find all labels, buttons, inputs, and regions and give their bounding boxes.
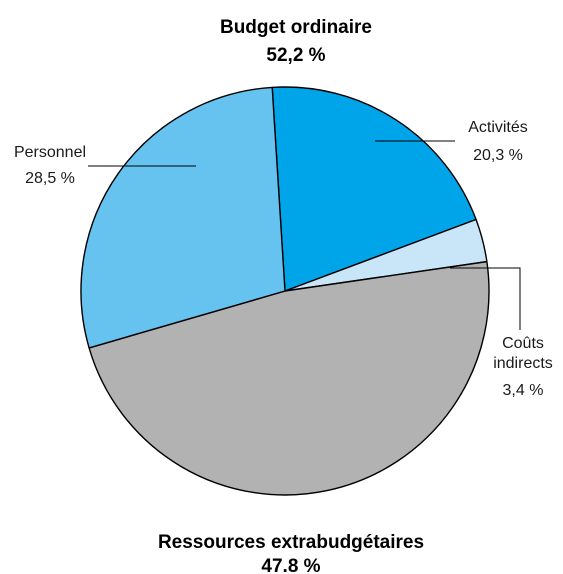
slice-label-activites: Activités xyxy=(468,119,528,136)
slice-label-couts-line1: Coûts xyxy=(502,335,544,352)
group-title-budget-ordinaire: Budget ordinaire xyxy=(220,17,372,38)
slice-value-couts: 3,4 % xyxy=(503,382,544,399)
slice-value-personnel: 28,5 % xyxy=(25,170,75,187)
group-value-budget-ordinaire: 52,2 % xyxy=(266,45,325,66)
pie-slice-activites xyxy=(271,86,477,292)
pie-slice-personnel xyxy=(80,86,286,349)
pie-slices xyxy=(80,86,490,496)
slice-value-activites: 20,3 % xyxy=(473,147,523,164)
group-title-extrabudgetaires: Ressources extrabudgétaires xyxy=(158,532,424,553)
pie-slice-extra xyxy=(88,260,490,496)
slice-label-couts-line2: indirects xyxy=(493,355,553,372)
leader-line-couts xyxy=(450,267,521,330)
slice-label-personnel: Personnel xyxy=(14,144,86,161)
group-value-extrabudgetaires: 47.8 % xyxy=(261,556,320,574)
